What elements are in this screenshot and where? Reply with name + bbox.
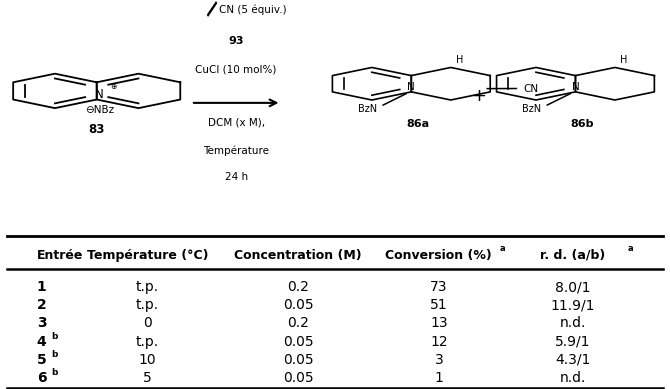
Text: t.p.: t.p. [136, 335, 159, 349]
Text: 86b: 86b [570, 119, 594, 129]
Text: 5: 5 [143, 371, 152, 385]
Text: 4: 4 [37, 335, 47, 349]
Text: r. d. (a/b): r. d. (a/b) [540, 249, 606, 262]
Text: 83: 83 [88, 123, 105, 136]
Text: Concentration (M): Concentration (M) [234, 249, 362, 262]
Text: 5: 5 [37, 353, 47, 367]
Text: DCM (x M),: DCM (x M), [208, 117, 265, 127]
Text: 5.9/1: 5.9/1 [555, 335, 590, 349]
Text: CuCl (10 mol%): CuCl (10 mol%) [196, 64, 277, 74]
Text: Température (°C): Température (°C) [86, 249, 208, 262]
Text: N: N [407, 82, 415, 92]
Text: 3: 3 [434, 353, 444, 367]
Text: 0: 0 [143, 317, 152, 331]
Text: ⊕: ⊕ [111, 82, 117, 91]
Text: 10: 10 [139, 353, 156, 367]
Text: 86a: 86a [407, 119, 429, 129]
Text: 11.9/1: 11.9/1 [551, 298, 595, 312]
Text: Température: Température [203, 145, 269, 156]
Text: 51: 51 [430, 298, 448, 312]
Text: 0.05: 0.05 [283, 298, 314, 312]
Text: n.d.: n.d. [559, 317, 586, 331]
Text: N: N [95, 88, 104, 101]
Text: a: a [628, 244, 633, 254]
Text: 12: 12 [430, 335, 448, 349]
Text: H: H [620, 55, 628, 65]
Text: 0.05: 0.05 [283, 353, 314, 367]
Text: b: b [52, 332, 58, 341]
Text: 13: 13 [430, 317, 448, 331]
Text: 0.2: 0.2 [287, 280, 309, 294]
Text: 3: 3 [37, 317, 46, 331]
Text: 4.3/1: 4.3/1 [555, 353, 590, 367]
Text: 0.05: 0.05 [283, 371, 314, 385]
Text: 1: 1 [37, 280, 47, 294]
Text: CN: CN [523, 84, 538, 93]
Text: b: b [52, 368, 58, 377]
Text: +: + [472, 87, 486, 105]
Text: 73: 73 [430, 280, 448, 294]
Text: n.d.: n.d. [559, 371, 586, 385]
Text: 0.05: 0.05 [283, 335, 314, 349]
Text: b: b [52, 350, 58, 359]
Text: t.p.: t.p. [136, 298, 159, 312]
Text: BzN: BzN [358, 103, 377, 114]
Text: Conversion (%): Conversion (%) [385, 249, 492, 262]
Text: 2: 2 [37, 298, 47, 312]
Text: 6: 6 [37, 371, 46, 385]
Text: N: N [572, 82, 580, 92]
Text: 24 h: 24 h [224, 172, 248, 182]
Text: BzN: BzN [523, 103, 541, 114]
Text: 93: 93 [228, 36, 244, 46]
Text: a: a [499, 244, 505, 254]
Text: H: H [456, 55, 464, 65]
Text: ⊖NBz: ⊖NBz [85, 105, 114, 115]
Text: 1: 1 [434, 371, 444, 385]
Text: 8.0/1: 8.0/1 [555, 280, 590, 294]
Text: 0.2: 0.2 [287, 317, 309, 331]
Text: CN (5 équiv.): CN (5 équiv.) [220, 4, 287, 15]
Text: Entrée: Entrée [37, 249, 83, 262]
Text: t.p.: t.p. [136, 280, 159, 294]
